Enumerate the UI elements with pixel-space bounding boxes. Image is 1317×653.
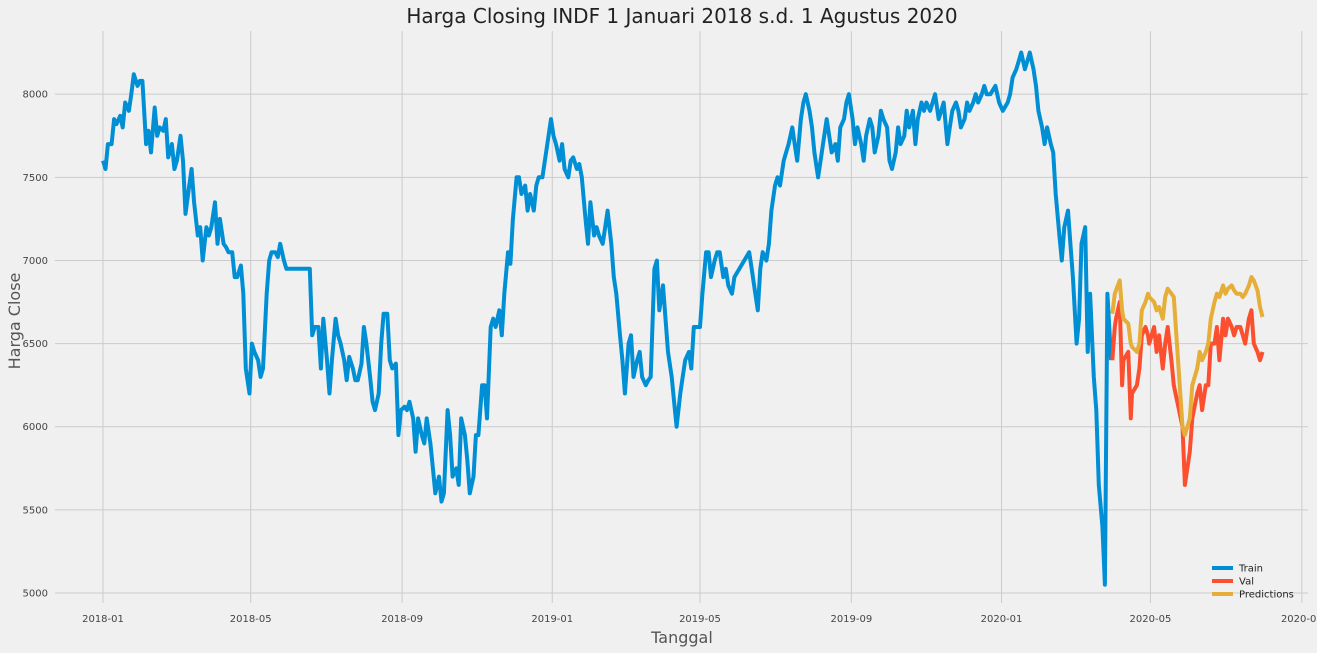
y-tick-label: 6000 [23,422,48,433]
x-tick-labels: 2018-01 2018-05 2018-09 2019-01 2019-05 2019-… [82,614,1317,625]
chart-title: Harga Closing INDF 1 Januari 2018 s.d. 1… [406,4,957,28]
legend-label: Predictions [1239,590,1294,601]
x-tick-label: 2020-05 [1130,614,1172,625]
y-tick-label: 5000 [23,589,48,600]
x-tick-label: 2019-01 [531,614,573,625]
y-tick-label: 8000 [23,90,48,101]
x-tick-label: 2018-05 [230,614,272,625]
x-tick-label: 2020-01 [981,614,1023,625]
legend-label: Val [1239,577,1254,588]
x-tick-label: 2018-01 [82,614,124,625]
x-tick-label: 2019-09 [830,614,872,625]
x-tick-label: 2019-05 [679,614,721,625]
y-tick-label: 7500 [23,173,48,184]
y-tick-label: 6500 [23,339,48,350]
y-tick-label: 7000 [23,256,48,267]
legend: Train Val Predictions [1212,564,1294,601]
y-tick-label: 5500 [23,505,48,516]
y-tick-labels: 5000 5500 6000 6500 7000 7500 8000 [23,90,48,600]
x-tick-label: 2018-09 [381,614,423,625]
series-line-predictions [1110,275,1265,438]
series-line-val [1110,300,1265,487]
grid [55,31,1308,603]
series-line-train [101,50,1114,587]
legend-label: Train [1238,564,1263,575]
series-layer [101,50,1265,587]
x-axis-label: Tanggal [650,628,713,647]
x-tick-label: 2020-09 [1281,614,1317,625]
y-axis-label: Harga Close [5,273,24,370]
